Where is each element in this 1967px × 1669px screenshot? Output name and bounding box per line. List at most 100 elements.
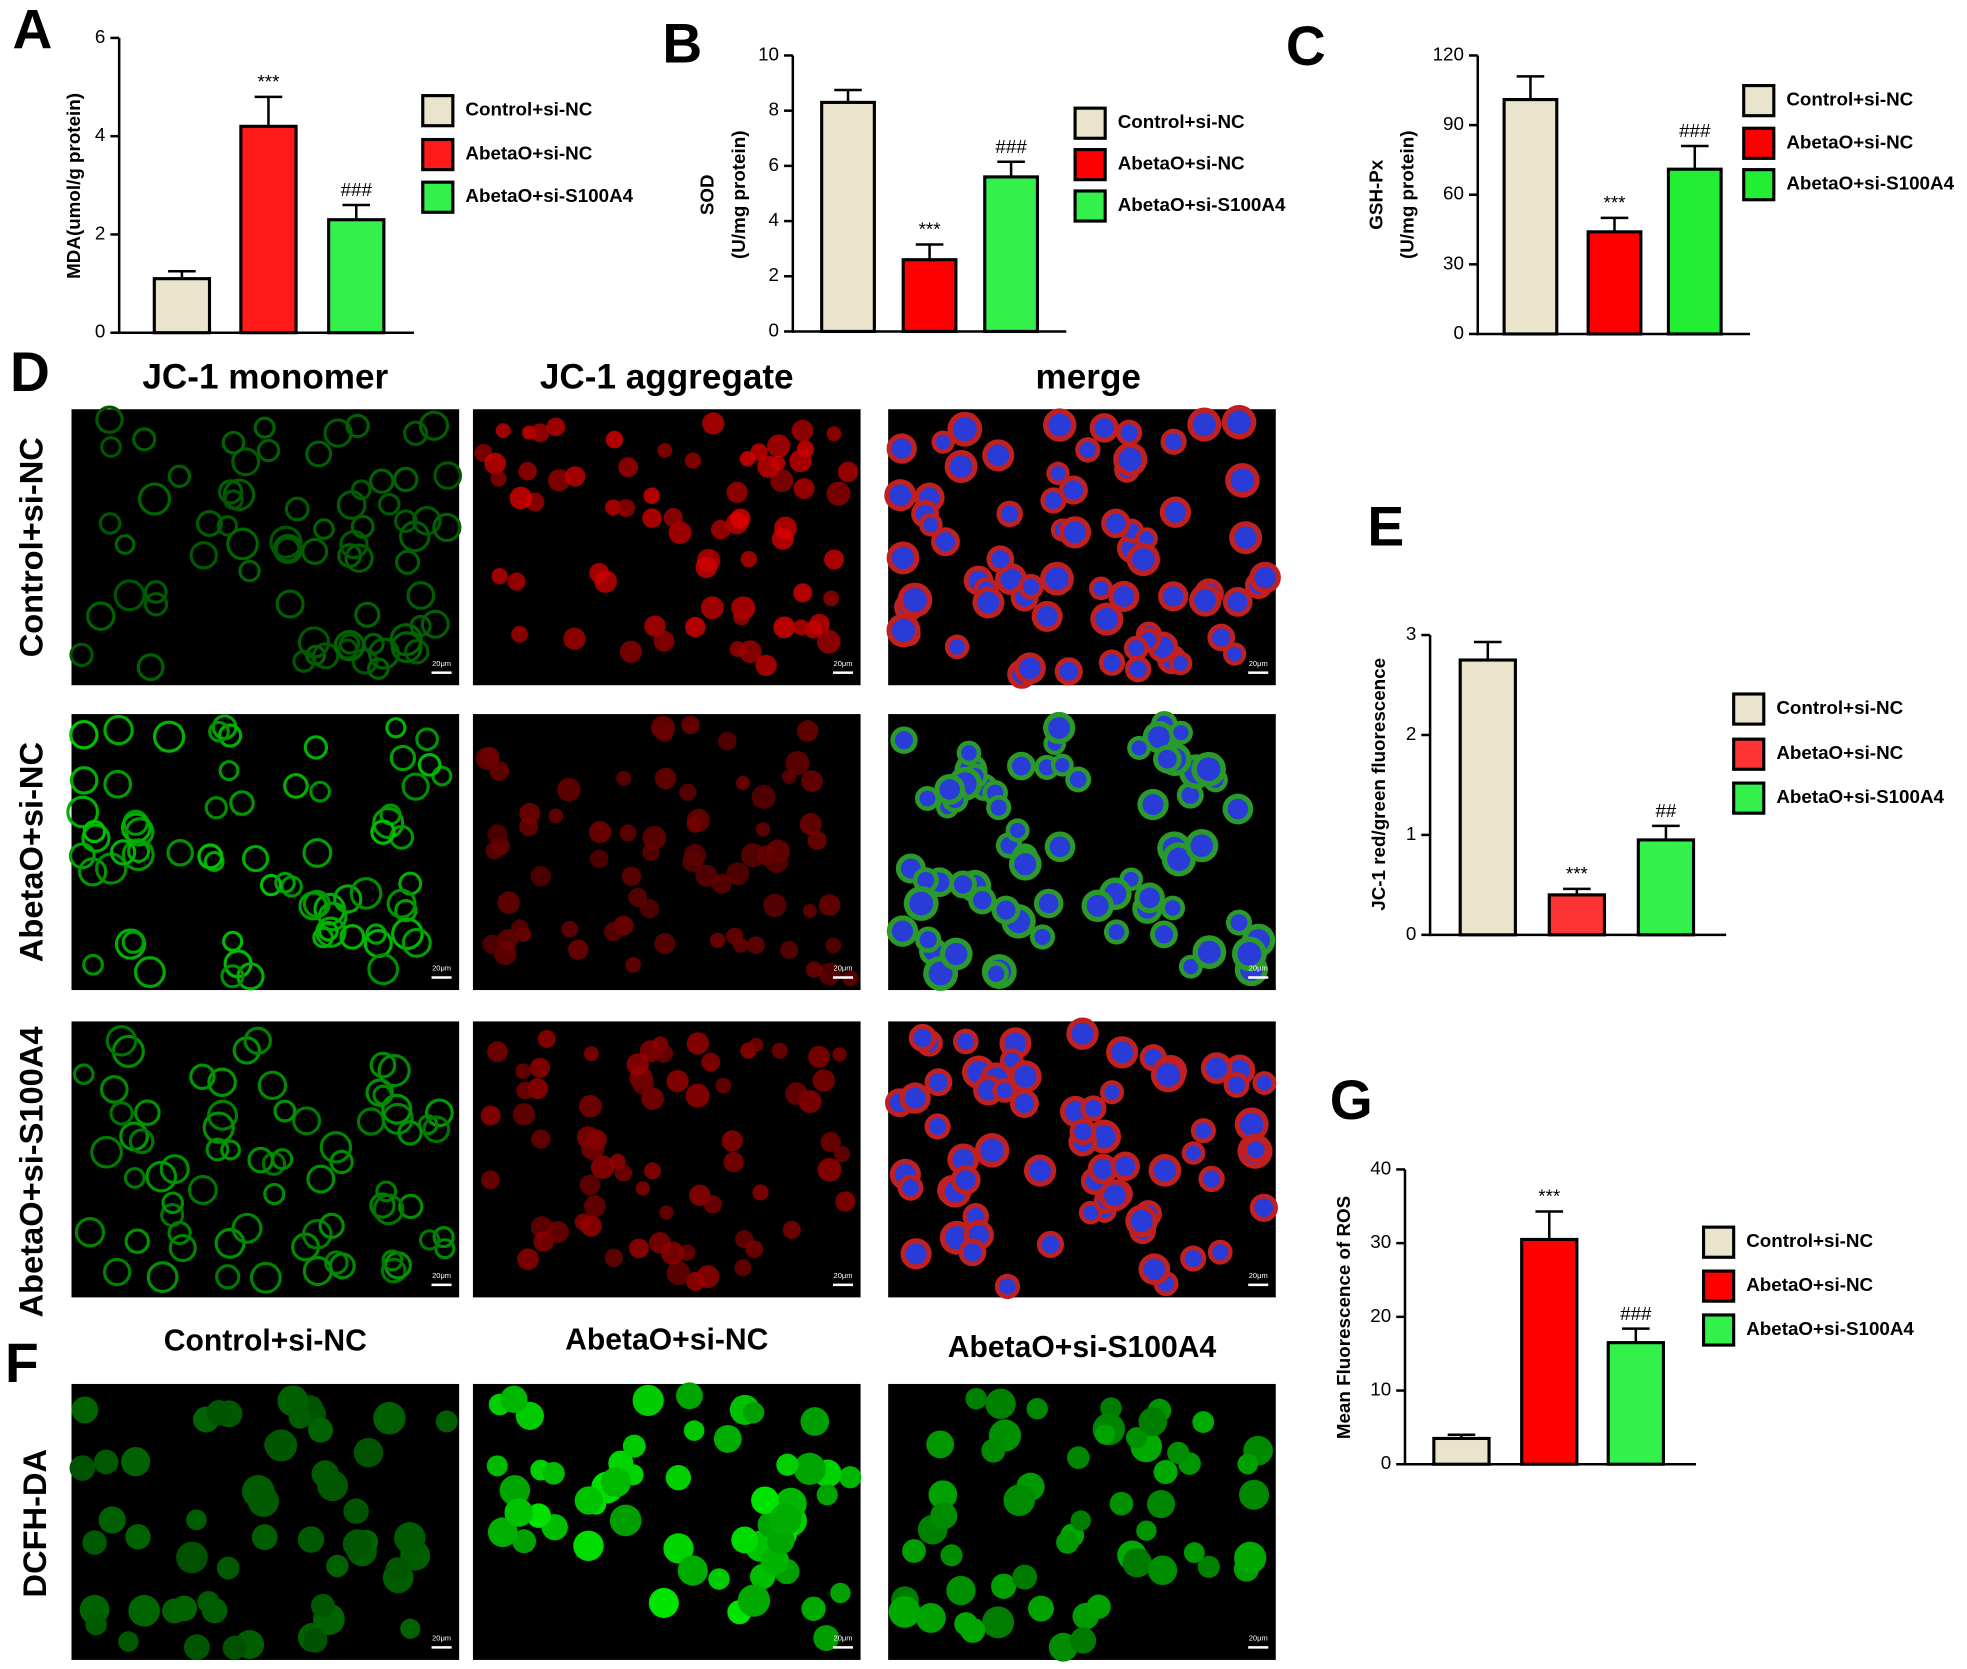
cell [643,487,661,505]
cell [793,478,815,499]
cell [292,649,316,673]
cell [703,1195,722,1214]
cell [663,1533,694,1564]
cell [833,1146,851,1163]
cell [742,1401,765,1424]
cell [308,1417,334,1443]
legend-label: AbetaO+si-S100A4 [1786,173,1954,194]
micrograph: 20μm [69,405,463,686]
panel-letter: G [1330,1069,1373,1131]
nucleus [1055,757,1070,773]
y-tick-label: 3 [1406,623,1416,644]
y-tick-label: 2 [95,222,105,243]
cell [1069,1627,1097,1654]
scale-bar-label: 20μm [432,1271,451,1280]
cell [82,1530,107,1555]
cell [614,1164,633,1182]
cell [583,1046,599,1062]
cell [563,627,586,650]
cell [406,581,436,610]
y-tick-label: 10 [758,43,779,64]
nucleus [929,1118,947,1135]
scale-bar [832,1283,854,1287]
nucleus [1092,1158,1113,1180]
column-header: Control+si-NC [164,1325,367,1358]
micrograph: 20μm [472,1021,861,1298]
cell [816,630,841,654]
cell [497,891,520,914]
nucleus [1130,1209,1153,1232]
legend-swatch [1742,84,1776,118]
row-label: AbetaO+si-S100A4 [12,1026,49,1317]
cell [1146,1490,1176,1519]
cell [684,452,701,469]
cell [176,1541,208,1574]
nucleus [1118,447,1142,472]
cell [802,903,817,918]
cell [657,443,673,458]
nucleus [1044,492,1062,509]
column-header: merge [1036,357,1141,396]
cell [103,769,133,799]
cell [915,1602,946,1633]
cell [495,423,511,439]
cell [480,1170,500,1190]
cell [303,735,329,760]
cell [622,1434,646,1458]
cell [789,449,812,473]
cell [717,731,737,751]
scale-bar-label: 20μm [1249,659,1268,668]
cell [95,405,124,434]
y-axis-label: (U/mg protein) [728,131,749,259]
cell [344,543,374,573]
cell [812,1069,835,1092]
nucleus [1153,1159,1176,1182]
nucleus [1084,1100,1102,1117]
cell [619,824,637,842]
cell [500,1385,528,1413]
cell [581,1136,605,1160]
nucleus [1010,822,1026,839]
nucleus [949,639,965,655]
cell [238,559,261,583]
cell [202,1111,235,1144]
cell [215,1264,241,1290]
cell [203,851,225,872]
row-label: AbetaO+si-NC [12,742,49,962]
significance-label: *** [919,219,942,240]
legend-label: Control+si-NC [1786,89,1913,110]
cell [78,857,108,887]
cell [644,1162,661,1180]
nucleus [1184,1250,1202,1268]
cell [143,580,168,604]
cell [605,499,622,516]
cell [128,1594,161,1627]
cell [1234,1541,1267,1574]
cell [217,723,243,748]
significance-label: *** [1538,1186,1561,1207]
scale-bar-label: 20μm [432,1634,451,1643]
bar [1547,893,1607,937]
significance-label: ### [1620,1303,1652,1324]
cell [723,1151,744,1173]
cell [400,1618,421,1639]
cell [740,550,758,568]
cell [696,1265,720,1289]
nucleus [1139,531,1154,546]
nucleus [1154,925,1174,944]
cell [93,1449,119,1475]
cell [372,1193,405,1226]
cell [326,1554,349,1578]
significance-label: ## [1655,800,1676,821]
cell [826,426,842,442]
cell [386,888,417,919]
legend-swatch [1701,1269,1736,1303]
cell [1028,1595,1054,1622]
y-tick-label: 90 [1443,113,1464,134]
y-axis-label: GSH-Px [1365,159,1386,230]
panel-letter: B [662,13,702,75]
cell [417,753,442,777]
cell [302,838,333,868]
cell [372,806,405,840]
cell [343,1498,369,1524]
